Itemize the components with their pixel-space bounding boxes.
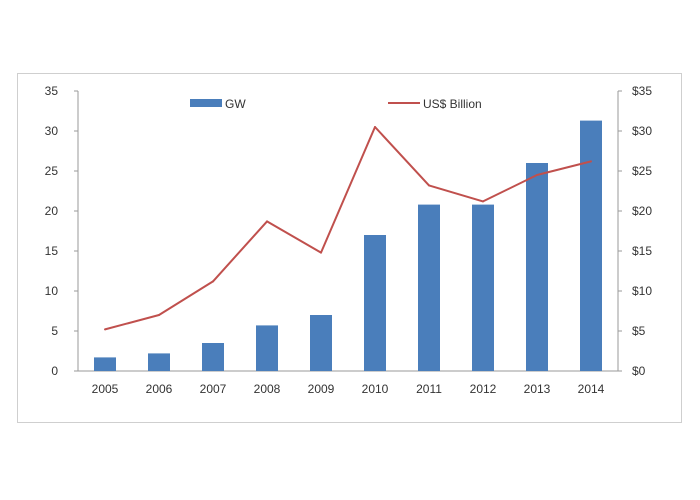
y-left-tick-label: 15 [45, 244, 59, 258]
line-point-2014 [590, 160, 592, 163]
x-tick-label: 2011 [416, 382, 442, 396]
y-left-tick-label: 30 [45, 124, 59, 138]
y-left-tick-label: 0 [51, 364, 58, 378]
y-right-tick-label: $0 [632, 364, 646, 378]
line-point-2011 [428, 184, 430, 187]
x-tick-label: 2007 [200, 382, 227, 396]
bar-2013 [526, 163, 548, 371]
line-path [104, 126, 592, 331]
x-tick-label: 2010 [362, 382, 389, 396]
y-left-tick-label: 25 [45, 164, 59, 178]
x-tick-label: 2013 [524, 382, 551, 396]
line-point-2008 [266, 220, 268, 223]
y-right-tick-label: $15 [632, 244, 652, 258]
x-tick-label: 2008 [254, 382, 281, 396]
legend-label-line: US$ Billion [423, 97, 482, 111]
y-left-tick-label: 35 [45, 84, 59, 98]
line-point-2009 [320, 251, 322, 254]
combo-chart: 0 5 10 15 20 25 30 35 $0 $5 $10 $15 $20 $25 $30 $35 2005… [45, 84, 653, 396]
bar-2010 [364, 235, 386, 371]
x-tick-label: 2009 [308, 382, 335, 396]
bar-2007 [202, 343, 224, 371]
legend-swatch-bar [190, 99, 222, 107]
y-right-tick-label: $30 [632, 124, 652, 138]
y-left-tick-label: 20 [45, 204, 59, 218]
bar-2009 [310, 315, 332, 371]
x-tick-label: 2012 [470, 382, 497, 396]
tick-labels: 0 5 10 15 20 25 30 35 $0 $5 $10 $15 $20 $25 $30 $35 2005… [45, 84, 653, 396]
x-tick-label: 2005 [92, 382, 119, 396]
y-right-tick-label: $35 [632, 84, 652, 98]
line-point-2012 [482, 200, 484, 203]
bar-2011 [418, 204, 440, 371]
legend: GW US$ Billion [190, 97, 482, 111]
y-right-tick-label: $25 [632, 164, 652, 178]
y-left-tick-label: 10 [45, 284, 59, 298]
line-point-2007 [212, 280, 214, 283]
y-left-tick-label: 5 [51, 324, 58, 338]
line-point-2013 [536, 174, 538, 176]
y-right-tick-label: $5 [632, 324, 646, 338]
bar-2008 [256, 325, 278, 371]
line-series [104, 126, 592, 331]
line-point-2010 [374, 126, 376, 128]
line-point-2006 [158, 314, 160, 316]
x-tick-label: 2006 [146, 382, 173, 396]
line-point-2005 [104, 328, 106, 331]
bar-2012 [472, 204, 494, 371]
x-tick-label: 2014 [578, 382, 605, 396]
bar-2005 [94, 357, 116, 371]
bar-2006 [148, 353, 170, 371]
y-right-tick-label: $20 [632, 204, 652, 218]
chart-frame: 0 5 10 15 20 25 30 35 $0 $5 $10 $15 $20 $25 $30 $35 2005… [17, 73, 682, 423]
bar-series [94, 120, 602, 371]
legend-label-bar: GW [225, 97, 246, 111]
bar-2014 [580, 120, 602, 371]
y-right-tick-label: $10 [632, 284, 652, 298]
